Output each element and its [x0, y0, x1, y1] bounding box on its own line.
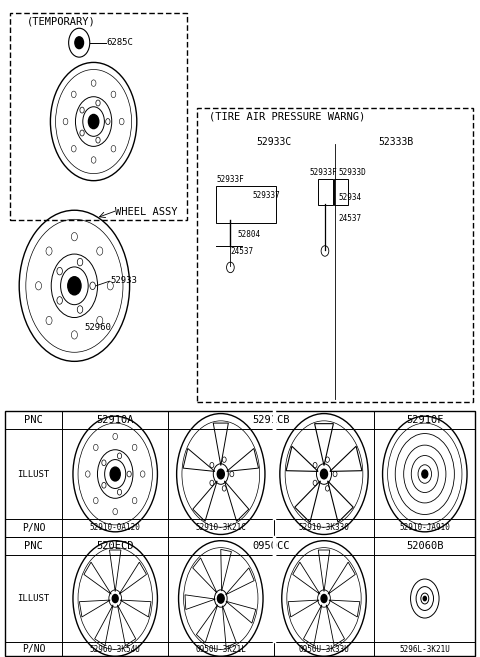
Text: PNC: PNC [24, 415, 43, 425]
Text: 529337: 529337 [252, 191, 280, 200]
Text: 52910-3K21C: 52910-3K21C [195, 524, 246, 532]
Text: 52933F: 52933F [310, 168, 337, 177]
Text: 0950U-3K21L: 0950U-3K21L [195, 645, 246, 654]
Text: 52910A: 52910A [96, 415, 134, 425]
Text: 0950U-3K33U: 0950U-3K33U [299, 645, 349, 654]
Circle shape [110, 467, 120, 481]
Text: 52960: 52960 [84, 323, 111, 332]
Text: P/NO: P/NO [22, 644, 45, 654]
Text: 52960-3K54U: 52960-3K54U [90, 645, 141, 654]
Text: WHEEL ASSY: WHEEL ASSY [115, 207, 178, 217]
Circle shape [75, 37, 84, 49]
Text: PNC: PNC [24, 541, 43, 551]
Text: 52910-JA910: 52910-JA910 [399, 524, 450, 532]
Text: 52804: 52804 [238, 230, 261, 239]
Text: 5291CB: 5291CB [252, 415, 290, 425]
Text: 24537: 24537 [338, 214, 361, 223]
Circle shape [88, 114, 99, 129]
Text: 52910-3K330: 52910-3K330 [299, 524, 349, 532]
Text: P/NO: P/NO [22, 523, 45, 533]
Circle shape [321, 595, 327, 602]
Text: 5296L-3K21U: 5296L-3K21U [399, 645, 450, 654]
Circle shape [422, 470, 428, 478]
Text: 52934: 52934 [338, 193, 361, 202]
Text: 52933: 52933 [110, 276, 137, 285]
Text: 52910-0A120: 52910-0A120 [90, 524, 141, 532]
Text: 520ECD: 520ECD [96, 541, 134, 551]
Text: 52933C: 52933C [256, 137, 292, 147]
Text: 6285C: 6285C [107, 38, 133, 47]
Text: 52060B: 52060B [406, 541, 444, 551]
Circle shape [112, 595, 118, 602]
Text: (TIRE AIR PRESSURE WARNG): (TIRE AIR PRESSURE WARNG) [209, 111, 365, 121]
Text: 52910F: 52910F [406, 415, 444, 425]
Circle shape [217, 594, 224, 603]
Text: ILLUST: ILLUST [17, 594, 50, 603]
Circle shape [217, 469, 224, 479]
Text: 0950CC: 0950CC [252, 541, 290, 551]
Text: ILLUST: ILLUST [17, 470, 50, 478]
Circle shape [68, 277, 81, 295]
Text: 24537: 24537 [230, 247, 253, 256]
Text: (TEMPORARY): (TEMPORARY) [26, 16, 95, 26]
Text: 52933F: 52933F [216, 175, 244, 184]
Text: 52333B: 52333B [378, 137, 413, 147]
Circle shape [321, 469, 327, 479]
Text: 52933D: 52933D [338, 168, 366, 177]
Circle shape [423, 597, 426, 600]
